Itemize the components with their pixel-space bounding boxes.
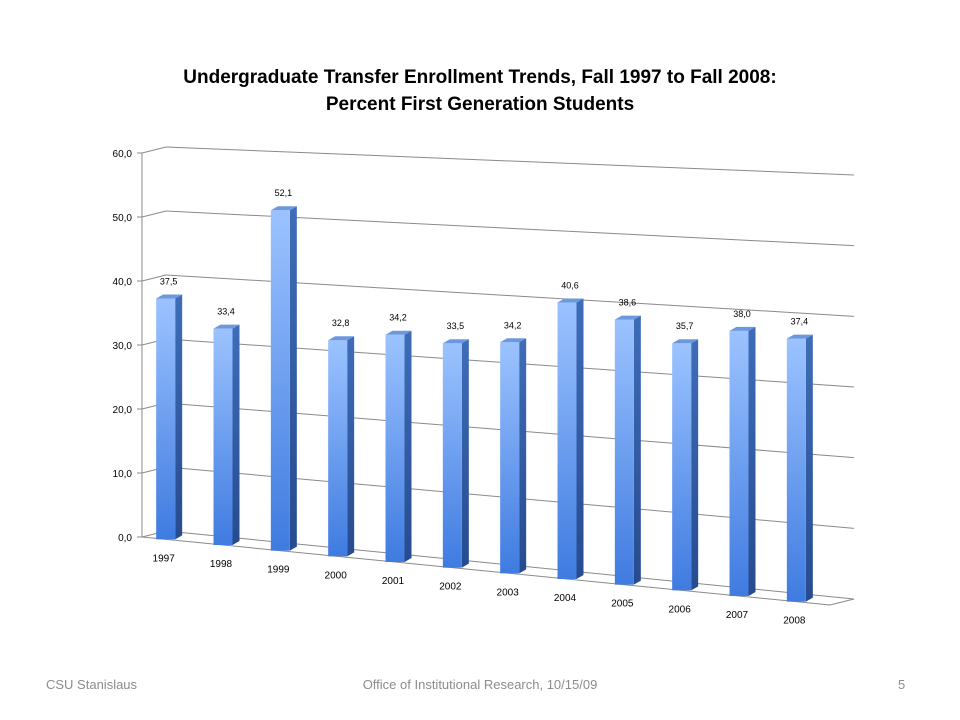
bar-side [175,294,183,540]
bar-side [404,330,412,563]
bar-top [328,336,355,341]
x-tick-label: 2001 [382,576,405,587]
bar-2008 [786,334,813,602]
x-tick-label: 2006 [669,604,692,615]
bar-front [786,338,806,602]
y-tick-label: 0,0 [118,533,132,544]
y-tick-label: 20,0 [113,405,133,416]
bar-front [614,319,634,585]
x-tick-label: 1997 [153,553,176,564]
bar-top [614,315,641,320]
bar-top [442,339,469,344]
footer-organization: CSU Stanislaus [46,677,138,692]
bar-side [289,206,297,551]
floor-edge [829,598,855,606]
bar-top [786,334,813,339]
bar-front [156,298,176,540]
bar-2004 [557,298,584,580]
bar-side [633,315,641,585]
bar-side [461,339,469,568]
x-tick-label: 2005 [611,599,634,610]
data-label: 33,5 [447,321,465,331]
bar-side [347,336,355,557]
y-tick-label: 30,0 [113,341,133,352]
data-label: 34,2 [389,313,407,323]
bar-top [557,298,584,303]
bar-top [729,326,756,331]
bar-side [232,324,240,546]
data-label: 32,8 [332,318,350,328]
bar-side [805,334,813,602]
gridline [165,146,855,176]
bar-front [270,210,290,551]
bar-side [691,339,699,591]
data-label: 33,4 [217,307,235,317]
data-label: 37,4 [791,317,809,327]
data-label: 38,0 [733,309,751,319]
y-tick-label: 50,0 [113,213,133,224]
bar-2002 [442,339,469,568]
bar-front [385,334,405,563]
footer-office-date: Office of Institutional Research, 10/15/… [362,677,598,692]
chart-title-line1: Undergraduate Transfer Enrollment Trends… [183,67,777,88]
bar-side [748,326,756,597]
bar-2005 [614,315,641,585]
bar-1997 [156,294,183,540]
x-axis [141,536,831,606]
bar-front [500,342,520,574]
x-tick-label: 2002 [439,582,462,593]
x-tick-label: 2000 [325,570,348,581]
bar-2001 [385,330,412,563]
bar-top [500,338,527,343]
bar-2003 [500,338,527,574]
x-tick-label: 1999 [267,565,290,576]
x-tick-label: 2008 [783,616,806,627]
x-tick-label: 2007 [726,610,749,621]
bar-front [213,328,233,546]
data-label: 52,1 [275,188,293,198]
bar-front [672,343,692,591]
y-tick-label: 40,0 [113,277,133,288]
data-label: 37,5 [160,276,178,286]
footer-page-number: 5 [898,677,906,692]
bar-2006 [672,339,699,591]
bar-front [557,302,577,580]
chart-title-line2: Percent First Generation Students [325,94,635,115]
data-label: 40,6 [561,280,579,290]
data-label: 35,7 [676,321,694,331]
labels-layer: 37,5 1997 33,4 1998 52,1 1999 32,8 2000 34,2 2001… [153,188,809,626]
y-tick-label: 60,0 [113,149,133,160]
grid-depth-line [141,210,167,218]
data-label: 34,2 [504,320,522,330]
bar-side [576,298,584,580]
bar-front [442,343,462,568]
bar-top [385,330,412,335]
bar-top [672,339,699,344]
bars-layer [156,206,813,602]
grid-depth-line [141,274,167,282]
x-tick-label: 2004 [554,593,577,604]
x-tick-label: 1998 [210,559,233,570]
gridline [165,210,855,247]
data-label: 38,6 [619,298,637,308]
grid-depth-line [141,146,167,154]
bar-top [156,294,183,299]
bar-front [328,340,348,557]
bar-front [729,330,749,597]
bar-1998 [213,324,240,546]
bar-1999 [270,206,297,551]
bar-side [519,338,527,574]
bar-top [270,206,297,211]
y-tick-label: 10,0 [113,469,133,480]
x-tick-label: 2003 [497,587,520,598]
chart-title: Undergraduate Transfer Enrollment Trends… [0,64,960,118]
bar-top [213,324,240,329]
gridline [165,274,855,317]
bar-2000 [328,336,355,557]
bar-2007 [729,326,756,597]
